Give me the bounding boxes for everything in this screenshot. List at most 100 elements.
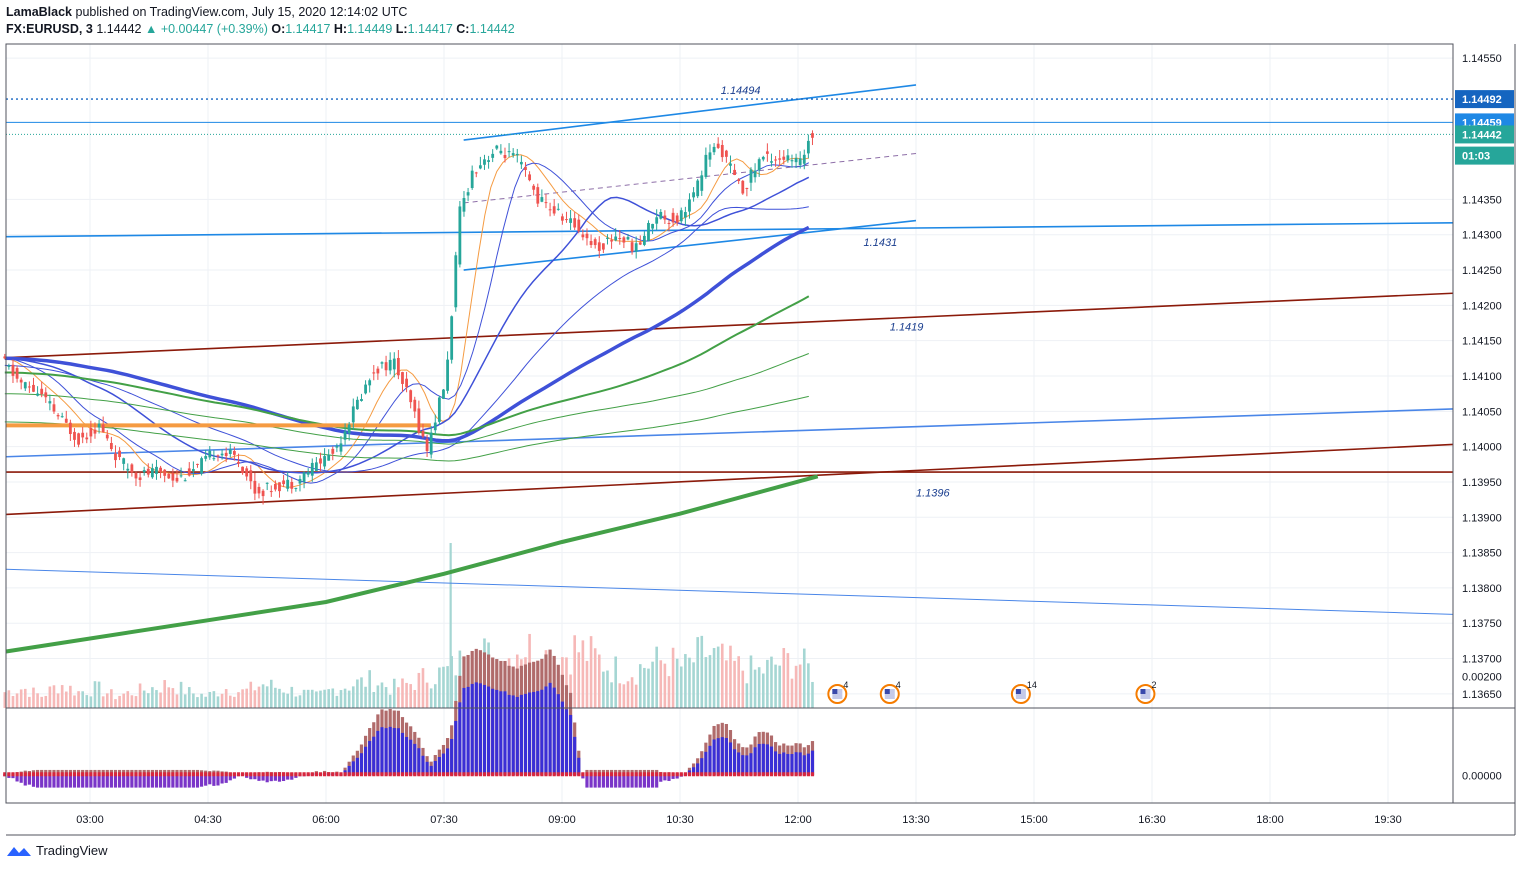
event-markers[interactable]: 4 4 14 2 <box>827 680 1156 704</box>
candle-body <box>446 359 449 391</box>
candle-body <box>56 414 60 417</box>
osc-signal <box>277 772 282 777</box>
volume-bar <box>233 696 236 708</box>
osc-bar <box>720 737 724 776</box>
volume-bar <box>32 687 35 708</box>
osc-bar <box>212 775 216 786</box>
osc-signal <box>363 772 368 777</box>
volume-bar <box>315 691 318 708</box>
volume-bar <box>282 692 285 708</box>
tradingview-logo-icon <box>7 846 31 856</box>
volume-bar <box>216 696 220 708</box>
osc-signal <box>433 772 437 777</box>
osc-bar <box>527 692 532 776</box>
price-tag-bg <box>1455 146 1514 165</box>
symbol-label[interactable]: FX:EURUSD, 3 <box>6 22 93 36</box>
candle-body <box>811 133 814 138</box>
publisher[interactable]: LamaBlack <box>6 5 73 19</box>
volume-bar <box>89 696 93 708</box>
candle-body <box>405 378 408 388</box>
osc-signal <box>593 772 597 777</box>
volume-bar <box>597 654 601 708</box>
price-tick-label: 1.13650 <box>1462 689 1502 701</box>
volume-bar <box>97 681 101 708</box>
candle-body <box>425 439 429 452</box>
osc-bar <box>142 775 146 788</box>
osc-bar <box>134 775 138 788</box>
osc-tick-label: 0.00200 <box>1462 672 1502 684</box>
osc-signal <box>749 772 753 777</box>
candle-body <box>286 479 290 489</box>
osc-signal <box>724 772 728 777</box>
osc-signal <box>597 772 601 777</box>
candle-body <box>298 478 302 484</box>
volume-bar <box>118 695 121 708</box>
volume-bar <box>302 689 306 708</box>
candle-body <box>196 463 199 465</box>
time-axis[interactable]: 03:00 04:30 06:00 07:30 09:00 10:30 12:00 13:30… <box>76 814 1402 826</box>
candle-body <box>396 357 400 376</box>
osc-signal <box>35 772 40 777</box>
trend-lines <box>5 84 1454 615</box>
candle-body <box>60 416 64 418</box>
candle-body <box>294 487 298 489</box>
volume-bar <box>602 671 605 708</box>
trend-line <box>5 408 1454 458</box>
osc-signal <box>499 772 503 777</box>
osc-signal <box>265 772 269 777</box>
candle-body <box>331 448 335 454</box>
osc-signal <box>663 772 667 777</box>
volume-bar <box>778 665 781 708</box>
candle-body <box>52 404 56 412</box>
osc-bar <box>400 732 405 776</box>
candle-body <box>384 362 388 371</box>
candle-body <box>577 219 581 232</box>
candle-body <box>524 167 527 171</box>
candle-body <box>421 430 425 437</box>
price-tick-label: 1.13750 <box>1462 618 1502 630</box>
candle-body <box>212 458 216 460</box>
moving-average-line <box>4 295 810 437</box>
candle-body <box>630 242 634 252</box>
osc-signal <box>577 772 581 777</box>
candle-body <box>319 458 322 464</box>
candle-body <box>798 158 802 165</box>
volume-bar <box>716 646 720 708</box>
candle-body <box>93 429 97 434</box>
price-tick-label: 1.13900 <box>1462 512 1502 524</box>
osc-bar <box>277 775 282 782</box>
level-annotation: 1.1419 <box>890 322 924 334</box>
osc-bar <box>109 775 113 788</box>
price-tick-label: 1.13700 <box>1462 654 1502 666</box>
volume-bar <box>438 667 441 708</box>
osc-bar <box>179 775 183 788</box>
tradingview-footer[interactable]: TradingView <box>6 843 108 858</box>
volume-bar <box>655 646 658 708</box>
volume-bar <box>413 689 417 708</box>
osc-signal <box>48 772 52 777</box>
osc-bar <box>384 728 388 776</box>
osc-bar <box>581 775 585 779</box>
osc-bar <box>380 727 384 776</box>
osc-signal <box>249 772 253 777</box>
volume-bar <box>245 688 248 708</box>
candle-body <box>81 432 85 438</box>
osc-signal <box>614 772 618 777</box>
candle-body <box>429 432 433 455</box>
price-tick-label: 1.14300 <box>1462 230 1502 242</box>
osc-signal <box>290 772 294 777</box>
volume-bar <box>7 690 11 708</box>
osc-signal <box>609 772 614 777</box>
candle-body <box>601 243 605 250</box>
osc-bar <box>167 775 171 788</box>
osc-signal <box>52 772 56 777</box>
osc-bar <box>778 753 782 776</box>
osc-signal <box>68 772 72 777</box>
price-tick-label: 1.14250 <box>1462 265 1502 277</box>
volume-bar <box>360 677 363 708</box>
osc-signal <box>704 772 708 777</box>
osc-signal <box>482 772 487 777</box>
time-tick-label: 18:00 <box>1256 814 1284 826</box>
price-axis[interactable]: 1.14550 1.14350 1.14300 1.14250 1.14200 1.141… <box>1455 53 1514 782</box>
